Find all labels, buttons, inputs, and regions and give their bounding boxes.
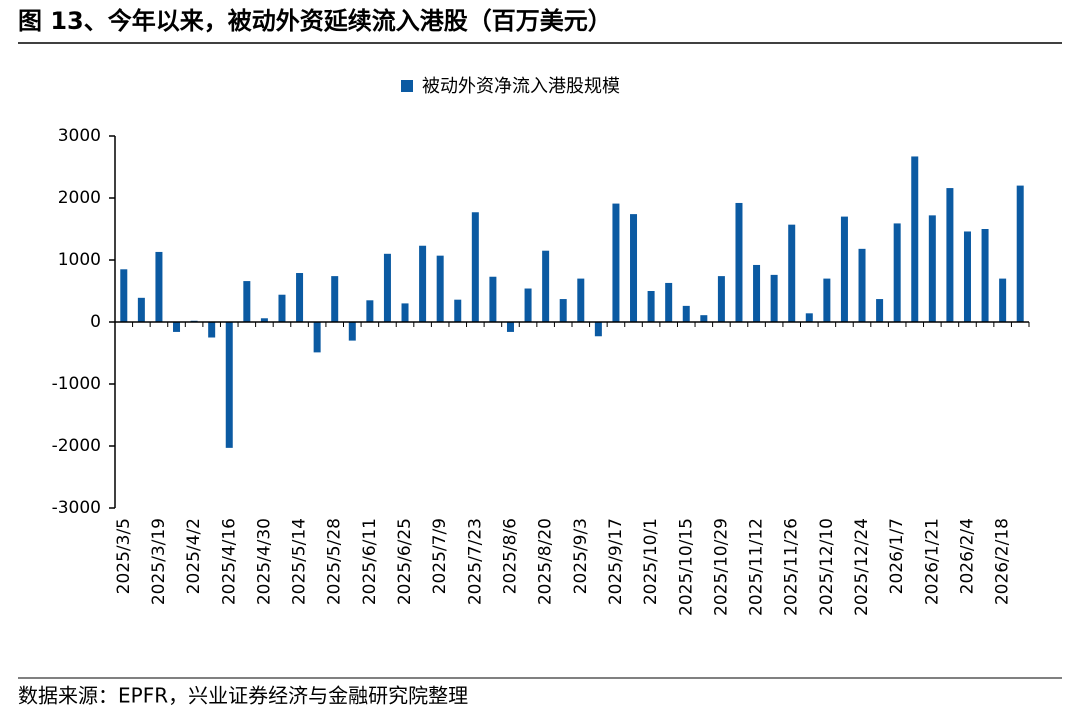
x-tick-label: 2025/9/3 (571, 518, 591, 594)
bar (928, 215, 936, 322)
x-tick-label: 2025/9/17 (606, 518, 626, 605)
bar (594, 322, 602, 337)
x-tick-label: 2025/11/12 (747, 518, 767, 616)
x-tick-label: 2026/1/21 (922, 518, 942, 605)
x-tick-label: 2025/5/28 (325, 518, 345, 605)
x-tick-label: 2025/10/15 (676, 518, 696, 616)
x-tick-label: 2025/12/24 (852, 518, 872, 616)
bar (173, 322, 181, 332)
bar (946, 188, 954, 322)
legend-swatch (401, 80, 413, 92)
y-tick-label: 0 (90, 312, 101, 332)
y-tick-label: -2000 (52, 436, 101, 456)
x-tick-label: 2025/6/25 (395, 518, 415, 605)
bar (489, 276, 497, 322)
bar (577, 278, 585, 322)
bar (208, 322, 216, 338)
x-tick-label: 2025/3/19 (149, 518, 169, 605)
bar (120, 269, 128, 322)
bar (454, 299, 462, 322)
x-tick-label: 2025/4/2 (184, 518, 204, 594)
bar (876, 299, 884, 322)
bar (735, 202, 743, 322)
bar (612, 203, 620, 322)
bar (999, 278, 1007, 322)
x-tick-label: 2025/6/11 (360, 518, 380, 605)
bar (770, 274, 778, 322)
y-tick-label: -3000 (52, 498, 101, 518)
source-note: 数据来源：EPFR，兴业证券经济与金融研究院整理 (18, 684, 468, 708)
y-tick-label: 3000 (58, 126, 101, 146)
x-tick-label: 2025/8/20 (536, 518, 556, 605)
x-tick-label: 2025/3/5 (114, 518, 134, 594)
x-tick-label: 2025/10/1 (641, 518, 661, 605)
x-tick-label: 2025/10/29 (711, 518, 731, 616)
x-tick-label: 2025/12/10 (817, 518, 837, 616)
bar (963, 231, 971, 322)
x-tick-label: 2025/7/9 (430, 518, 450, 594)
bar (981, 229, 989, 322)
bar (296, 273, 304, 322)
bar (137, 297, 145, 322)
bar (313, 322, 321, 353)
bar (788, 224, 796, 322)
x-tick-label: 2026/2/18 (993, 518, 1013, 605)
legend-label: 被动外资净流入港股规模 (422, 76, 620, 97)
bar (471, 212, 479, 322)
bar (348, 322, 356, 341)
x-tick-label: 2026/1/7 (887, 518, 907, 594)
bar (700, 315, 708, 322)
bar (893, 223, 901, 322)
bar (630, 214, 638, 322)
y-tick-label: -1000 (52, 374, 101, 394)
bar (225, 322, 233, 448)
bar (665, 282, 673, 322)
chart-title: 图 13、今年以来，被动外资延续流入港股（百万美元） (18, 7, 612, 35)
bar (911, 156, 919, 322)
bar (559, 299, 567, 322)
x-tick-label: 2026/2/4 (957, 518, 977, 594)
bar (542, 250, 550, 322)
bar (753, 264, 761, 322)
x-tick-label: 2025/11/26 (782, 518, 802, 616)
bar (401, 303, 409, 322)
bar (331, 276, 339, 322)
bar (717, 276, 725, 322)
bar (506, 322, 514, 332)
x-tick-label: 2025/8/6 (500, 518, 520, 594)
bar (278, 294, 286, 322)
bar (524, 288, 532, 322)
x-tick-label: 2025/4/30 (254, 518, 274, 605)
x-tick-label: 2025/7/23 (465, 518, 485, 605)
bar (823, 278, 831, 322)
bar (155, 251, 163, 322)
x-tick-label: 2025/5/14 (290, 518, 310, 605)
bar (647, 291, 655, 322)
bar (260, 318, 268, 322)
bar (383, 253, 391, 322)
bar (366, 300, 374, 322)
bar (1016, 185, 1024, 322)
bar (682, 305, 690, 322)
y-tick-label: 1000 (58, 250, 101, 270)
bar (436, 255, 444, 322)
bar (419, 245, 427, 322)
bar (805, 313, 813, 322)
bar (858, 248, 866, 322)
bar (840, 216, 848, 322)
x-tick-label: 2025/4/16 (219, 518, 239, 605)
bar (243, 281, 251, 322)
y-tick-label: 2000 (58, 188, 101, 208)
